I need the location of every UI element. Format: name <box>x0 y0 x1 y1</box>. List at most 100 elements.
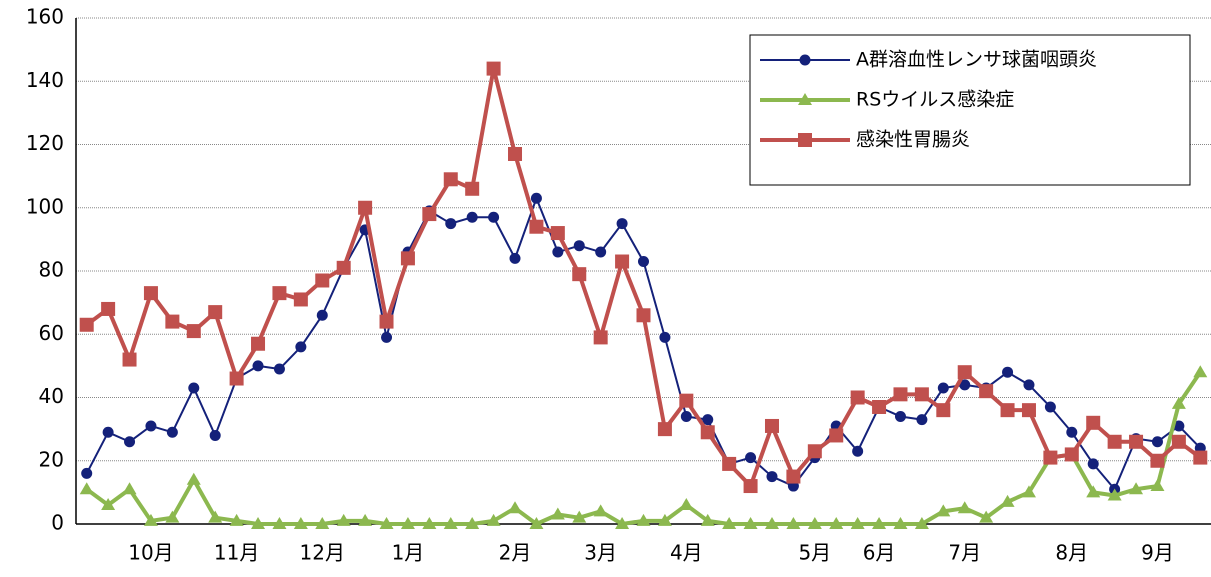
point <box>251 336 266 351</box>
point <box>1107 434 1122 449</box>
point <box>798 133 812 147</box>
point <box>680 410 692 422</box>
point <box>550 226 565 241</box>
y-tick-label: 100 <box>26 194 64 218</box>
point <box>722 517 737 529</box>
point <box>186 472 201 485</box>
point <box>188 382 200 394</box>
point <box>552 246 564 258</box>
point <box>894 410 906 422</box>
point <box>850 390 865 405</box>
point <box>1021 485 1036 498</box>
point <box>1002 366 1014 378</box>
point <box>381 331 393 343</box>
point <box>486 61 501 76</box>
point <box>1043 450 1058 465</box>
legend-label: A群溶血性レンサ球菌咽頭炎 <box>856 49 1097 71</box>
point <box>1193 365 1208 378</box>
point <box>293 292 308 307</box>
point <box>443 517 458 529</box>
point <box>850 517 865 529</box>
point <box>764 418 779 433</box>
point <box>1107 488 1122 501</box>
point <box>1023 379 1035 391</box>
y-tick-label: 120 <box>26 131 64 155</box>
legend-label: 感染性胃腸炎 <box>856 129 970 151</box>
point <box>122 482 137 495</box>
point <box>764 517 779 529</box>
point <box>1086 415 1101 430</box>
point <box>508 146 523 161</box>
point <box>615 254 630 269</box>
point <box>766 471 778 483</box>
point <box>852 445 864 457</box>
point <box>400 251 415 266</box>
point <box>829 517 844 529</box>
point <box>957 365 972 380</box>
point <box>799 54 811 66</box>
point <box>638 256 649 268</box>
point <box>379 517 394 529</box>
point <box>1129 434 1144 449</box>
point <box>679 393 694 408</box>
legend-label: RSウイルス感染症 <box>856 89 1014 111</box>
point <box>1171 396 1186 409</box>
point <box>1000 494 1015 507</box>
point <box>1173 420 1185 432</box>
point <box>745 452 757 464</box>
point <box>315 517 330 529</box>
x-tick-label: 7月 <box>948 541 981 565</box>
point <box>165 314 180 329</box>
point <box>208 510 223 523</box>
y-tick-label: 140 <box>26 68 64 92</box>
point <box>959 379 971 391</box>
point <box>807 444 822 459</box>
point <box>336 513 351 526</box>
point <box>700 513 715 526</box>
point <box>293 517 308 529</box>
point <box>273 363 285 375</box>
point <box>722 456 737 471</box>
point <box>615 517 630 529</box>
point <box>251 517 266 529</box>
y-tick-label: 160 <box>26 5 64 29</box>
point <box>143 286 158 301</box>
point <box>208 305 223 320</box>
x-tick-label: 3月 <box>584 541 617 565</box>
point <box>916 414 928 426</box>
point <box>743 517 758 529</box>
point <box>659 331 671 343</box>
point <box>145 420 157 432</box>
point <box>272 286 287 301</box>
point <box>1000 403 1015 418</box>
point <box>893 517 908 529</box>
x-tick-label: 6月 <box>863 541 896 565</box>
point <box>165 510 180 523</box>
point <box>807 517 822 529</box>
point <box>79 482 94 495</box>
point <box>295 341 307 353</box>
y-tick-label: 80 <box>39 258 64 282</box>
y-tick-label: 40 <box>39 384 64 408</box>
point <box>937 382 949 394</box>
point <box>1171 434 1186 449</box>
series-line <box>85 371 1202 526</box>
point <box>422 517 437 529</box>
point <box>636 513 651 526</box>
point <box>1193 450 1208 465</box>
point <box>550 507 565 520</box>
point <box>102 426 114 438</box>
point <box>743 479 758 494</box>
point <box>786 469 801 484</box>
x-tick-label: 8月 <box>1055 541 1088 565</box>
point <box>488 211 500 223</box>
point <box>872 517 887 529</box>
point <box>572 267 587 282</box>
point <box>443 172 458 187</box>
point <box>316 309 328 321</box>
point <box>1066 426 1078 438</box>
point <box>358 200 373 215</box>
point <box>616 218 628 230</box>
